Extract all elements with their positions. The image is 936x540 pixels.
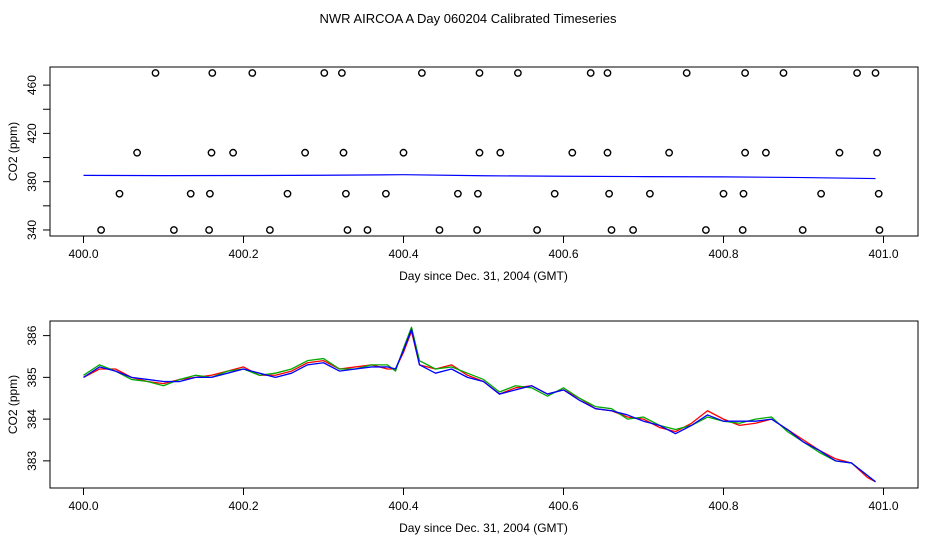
x-tick-label: 400.6 (548, 247, 578, 261)
scatter-point (383, 191, 389, 197)
panel-bottom: 400.0 400.2 400.4 400.6 400.8 401.0 Day since … (6, 321, 918, 535)
series-green-line (84, 327, 876, 481)
scatter-point (476, 70, 482, 76)
scatter-point (400, 150, 406, 156)
scatter-point (818, 191, 824, 197)
scatter-point (207, 191, 213, 197)
y-axis-label: CO2 (ppm) (6, 122, 20, 181)
scatter-point (836, 150, 842, 156)
scatter-point (534, 227, 540, 233)
y-axis-label: CO2 (ppm) (6, 375, 20, 434)
y-tick-label: 383 (25, 451, 39, 471)
scatter-point (666, 150, 672, 156)
scatter-point (720, 191, 726, 197)
scatter-point (630, 227, 636, 233)
x-tick-label: 400.2 (228, 247, 258, 261)
x-tick-label: 400.0 (68, 499, 98, 513)
x-tick-label: 400.0 (68, 247, 98, 261)
scatter-point (98, 227, 104, 233)
scatter-point (321, 70, 327, 76)
x-tick-label: 400.8 (708, 499, 738, 513)
scatter-point (343, 191, 349, 197)
scatter-point (606, 191, 612, 197)
scatter-point (249, 70, 255, 76)
scatter-point (339, 70, 345, 76)
y-tick-label: 380 (25, 171, 39, 191)
scatter-point (152, 70, 158, 76)
scatter-point (608, 227, 614, 233)
y-tick-label: 420 (25, 123, 39, 143)
scatter-point (876, 227, 882, 233)
scatter-point (436, 227, 442, 233)
scatter-point (763, 150, 769, 156)
series-red-line (84, 331, 876, 481)
scatter-point (474, 227, 480, 233)
scatter-point (742, 150, 748, 156)
plot-frame (50, 67, 918, 236)
scatter-point (740, 191, 746, 197)
scatter-point (134, 150, 140, 156)
scatter-point (569, 150, 575, 156)
x-axis-label: Day since Dec. 31, 2004 (GMT) (399, 521, 568, 535)
scatter-point (497, 150, 503, 156)
x-tick-label: 400.4 (388, 499, 418, 513)
scatter-point (740, 227, 746, 233)
y-tick-label: 386 (25, 325, 39, 345)
scatter-point (515, 70, 521, 76)
scatter-point (604, 150, 610, 156)
scatter-point (552, 191, 558, 197)
scatter-point (171, 227, 177, 233)
scatter-point (800, 227, 806, 233)
series-line (84, 175, 876, 179)
y-tick-label: 384 (25, 409, 39, 429)
scatter-point (476, 150, 482, 156)
scatter-point (188, 191, 194, 197)
plot-frame (50, 321, 918, 488)
scatter-point (684, 70, 690, 76)
y-tick-label: 460 (25, 75, 39, 95)
x-axis-label: Day since Dec. 31, 2004 (GMT) (399, 269, 568, 283)
x-tick-label: 401.0 (868, 499, 898, 513)
scatter-point (209, 70, 215, 76)
scatter-point (284, 191, 290, 197)
chart-title: NWR AIRCOA A Day 060204 Calibrated Times… (320, 11, 617, 26)
chart-canvas: NWR AIRCOA A Day 060204 Calibrated Times… (0, 0, 936, 540)
scatter-point (703, 227, 709, 233)
scatter-point (455, 191, 461, 197)
scatter-point (419, 70, 425, 76)
y-tick-label: 385 (25, 367, 39, 387)
x-tick-label: 400.8 (708, 247, 738, 261)
scatter-point (742, 70, 748, 76)
scatter-point (230, 150, 236, 156)
x-tick-label: 400.2 (228, 499, 258, 513)
scatter-point (647, 191, 653, 197)
x-tick-label: 400.4 (388, 247, 418, 261)
scatter-point (475, 191, 481, 197)
scatter-point (344, 227, 350, 233)
scatter-point (206, 227, 212, 233)
scatter-point (604, 70, 610, 76)
scatter-point (208, 150, 214, 156)
scatter-point (116, 191, 122, 197)
x-tick-label: 400.6 (548, 499, 578, 513)
scatter-point (874, 150, 880, 156)
scatter-point (872, 70, 878, 76)
scatter-point (588, 70, 594, 76)
scatter-point (267, 227, 273, 233)
scatter-point (854, 70, 860, 76)
panel-top: 400.0 400.2 400.4 400.6 400.8 401.0 Day since … (6, 67, 918, 283)
y-tick-label: 340 (25, 220, 39, 240)
series-blue-line (84, 329, 876, 481)
x-tick-label: 401.0 (868, 247, 898, 261)
scatter-point (364, 227, 370, 233)
scatter-point (340, 150, 346, 156)
scatter-point (302, 150, 308, 156)
scatter-point (876, 191, 882, 197)
scatter-point (780, 70, 786, 76)
